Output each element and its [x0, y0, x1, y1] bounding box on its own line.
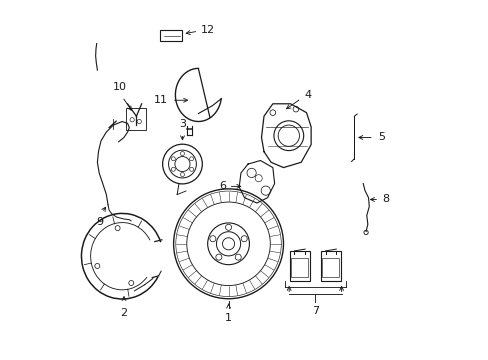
Bar	[320, 251, 341, 281]
Circle shape	[363, 230, 367, 235]
Text: 8: 8	[381, 194, 388, 204]
Bar	[126, 108, 145, 130]
Bar	[160, 31, 182, 41]
Bar	[291, 258, 307, 277]
Text: 3: 3	[179, 119, 185, 129]
Bar	[322, 258, 339, 277]
Text: 12: 12	[201, 26, 215, 35]
Text: 7: 7	[311, 306, 318, 316]
Text: 4: 4	[304, 90, 311, 100]
Bar	[289, 251, 309, 281]
Text: 6: 6	[219, 181, 225, 192]
Text: 11: 11	[154, 95, 168, 105]
Text: 9: 9	[96, 217, 103, 227]
Text: 2: 2	[120, 308, 127, 318]
Text: 5: 5	[378, 132, 385, 143]
Text: 1: 1	[224, 313, 232, 323]
Text: 10: 10	[112, 82, 126, 92]
